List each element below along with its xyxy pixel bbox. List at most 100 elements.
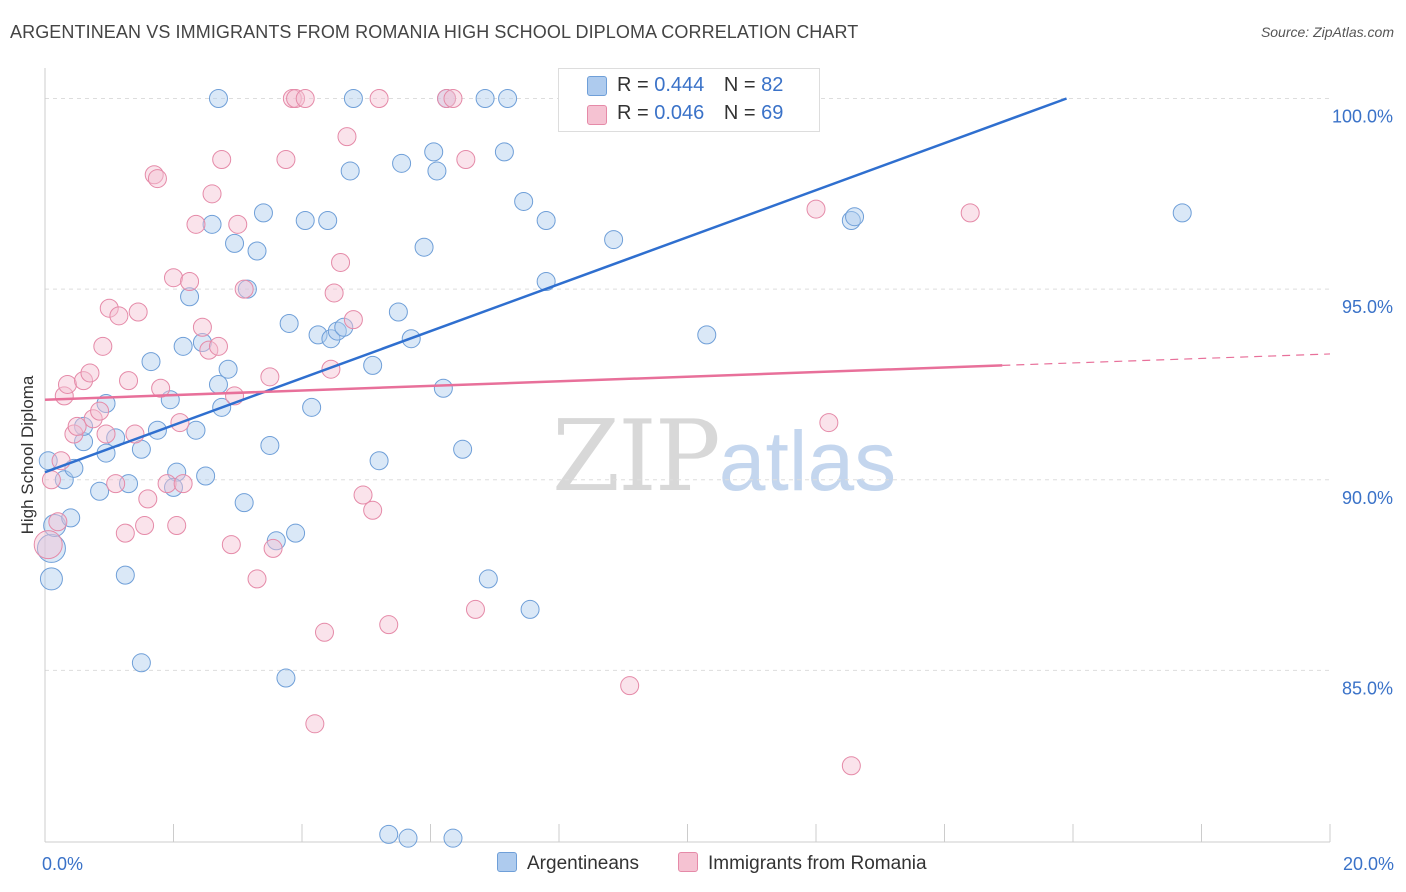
n-label: N = <box>723 74 756 96</box>
point-argentineans <box>318 211 338 231</box>
point-romania <box>221 535 241 555</box>
series-name: Immigrants from Romania <box>708 853 927 874</box>
point-romania <box>212 150 232 170</box>
point-argentineans <box>131 653 151 673</box>
point-romania <box>144 165 164 185</box>
point-argentineans <box>279 313 299 333</box>
point-romania <box>109 306 129 326</box>
point-argentineans <box>536 211 556 231</box>
point-romania <box>99 298 119 318</box>
data-points <box>33 89 1192 848</box>
point-argentineans <box>392 153 412 173</box>
point-romania <box>106 474 126 494</box>
y-tick-label: 90.0% <box>1342 488 1393 508</box>
point-argentineans <box>520 599 540 619</box>
point-argentineans <box>845 207 865 227</box>
point-argentineans <box>225 233 245 253</box>
watermark: ZIPatlas <box>552 400 896 514</box>
point-argentineans <box>286 523 306 543</box>
point-romania <box>115 523 135 543</box>
point-romania <box>286 89 306 109</box>
legend-swatch-pink <box>678 852 698 872</box>
point-romania <box>456 150 476 170</box>
watermark-atlas: atlas <box>718 414 897 508</box>
point-romania <box>234 279 254 299</box>
point-argentineans <box>61 508 81 528</box>
point-argentineans <box>115 565 135 585</box>
point-romania <box>67 416 87 436</box>
point-romania <box>192 317 212 337</box>
point-argentineans <box>90 481 110 501</box>
point-argentineans <box>202 214 222 234</box>
point-romania <box>305 714 325 734</box>
n-value: 82 <box>761 74 784 96</box>
point-romania <box>202 184 222 204</box>
point-argentineans <box>1172 203 1192 223</box>
point-romania <box>819 413 839 433</box>
point-argentineans <box>841 211 861 231</box>
point-argentineans <box>74 416 94 436</box>
point-romania <box>90 401 110 421</box>
point-argentineans <box>208 374 228 394</box>
point-romania <box>128 302 148 322</box>
point-romania <box>135 516 155 536</box>
point-romania <box>147 169 167 189</box>
trend-lines <box>44 97 1331 474</box>
point-argentineans <box>321 329 341 349</box>
y-tick-label: 85.0% <box>1342 678 1393 698</box>
point-argentineans <box>478 569 498 589</box>
n-label: N = <box>723 102 756 124</box>
point-argentineans <box>475 89 495 109</box>
point-romania <box>960 203 980 223</box>
x-tick-label: 0.0% <box>42 854 83 874</box>
legend-row-romania: R = 0.046 N = 69 <box>617 102 783 128</box>
point-romania <box>260 367 280 387</box>
legend-swatch-blue <box>587 76 607 96</box>
point-argentineans <box>604 230 624 250</box>
bottom-legend-argentineans: Argentineans <box>497 852 639 875</box>
grid-lines <box>45 98 1330 671</box>
point-romania <box>247 569 267 589</box>
point-romania <box>157 474 177 494</box>
point-romania <box>263 538 283 558</box>
point-argentineans <box>433 378 453 398</box>
point-argentineans <box>414 237 434 257</box>
point-argentineans <box>443 828 463 848</box>
point-argentineans <box>196 466 216 486</box>
point-argentineans <box>308 325 328 345</box>
chart-title: ARGENTINEAN VS IMMIGRANTS FROM ROMANIA H… <box>10 22 859 42</box>
point-argentineans <box>340 161 360 181</box>
point-argentineans <box>208 89 228 109</box>
point-romania <box>164 268 183 288</box>
point-romania <box>41 470 61 490</box>
y-tick-label: 100.0% <box>1332 107 1393 127</box>
point-argentineans <box>388 302 408 322</box>
point-romania <box>841 756 861 776</box>
stats-legend: R = 0.444 N = 82 R = 0.046 N = 69 <box>558 68 820 132</box>
legend-swatch-blue <box>497 852 517 872</box>
point-argentineans <box>334 317 354 337</box>
point-argentineans <box>295 211 315 231</box>
axes <box>44 68 1331 843</box>
point-romania <box>64 424 84 444</box>
point-romania <box>620 676 640 696</box>
point-romania <box>228 214 248 234</box>
point-romania <box>343 310 363 330</box>
point-romania <box>314 622 334 642</box>
point-argentineans <box>234 493 254 513</box>
point-argentineans <box>494 142 514 162</box>
point-argentineans <box>36 533 66 563</box>
point-argentineans <box>369 451 389 471</box>
point-romania <box>353 485 373 505</box>
point-argentineans <box>180 287 200 307</box>
point-argentineans <box>39 567 63 591</box>
point-romania <box>57 374 77 394</box>
point-argentineans <box>247 241 267 261</box>
point-argentineans <box>363 355 383 375</box>
point-argentineans <box>266 531 286 551</box>
point-romania <box>167 516 187 536</box>
n-value: 69 <box>761 102 784 124</box>
legend-swatch-pink <box>587 105 607 125</box>
point-romania <box>208 336 228 356</box>
point-romania <box>80 363 100 383</box>
